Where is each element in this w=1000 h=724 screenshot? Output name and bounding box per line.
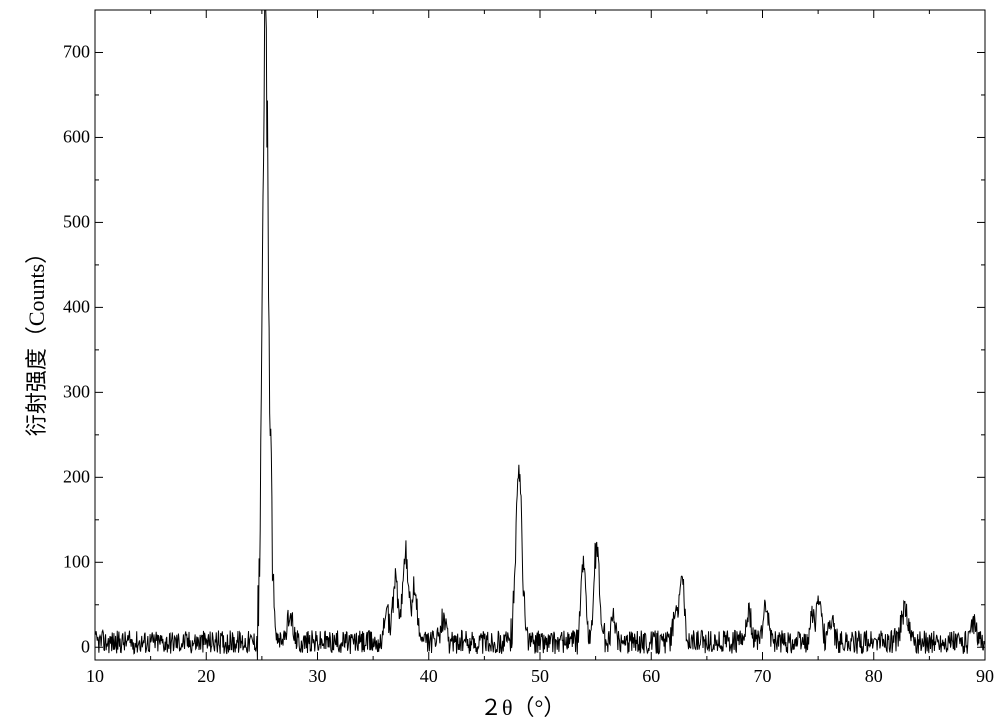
y-tick-label: 200 (50, 467, 90, 488)
x-tick-label: 10 (86, 666, 104, 687)
y-tick-label: 100 (50, 552, 90, 573)
x-tick-label: 60 (642, 666, 660, 687)
chart-container: { "chart": { "type": "line", "background… (0, 0, 1000, 724)
x-axis-label: ２θ（°） (480, 690, 565, 722)
x-tick-label: 30 (309, 666, 327, 687)
y-tick-label: 700 (50, 42, 90, 63)
y-tick-label: 300 (50, 382, 90, 403)
x-tick-label: 50 (531, 666, 549, 687)
x-tick-label: 90 (976, 666, 994, 687)
y-tick-label: 400 (50, 297, 90, 318)
x-tick-label: 70 (754, 666, 772, 687)
y-tick-label: 0 (50, 637, 90, 658)
y-tick-label: 500 (50, 212, 90, 233)
x-tick-label: 80 (865, 666, 883, 687)
xrd-chart (0, 0, 1000, 724)
x-tick-label: 40 (420, 666, 438, 687)
y-tick-label: 600 (50, 127, 90, 148)
x-tick-label: 20 (197, 666, 215, 687)
y-axis-label: 衍射强度（Counts） (19, 229, 51, 449)
